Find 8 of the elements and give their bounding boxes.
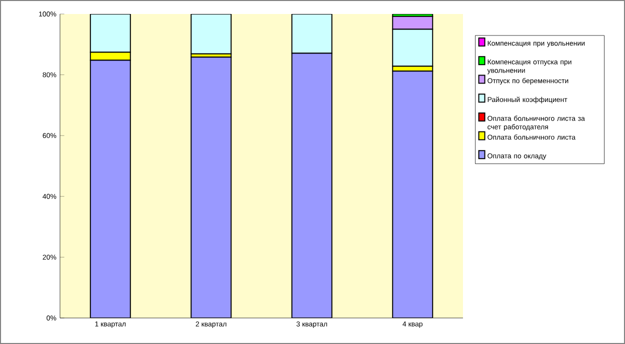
bar: [90, 60, 131, 318]
bar: [291, 14, 332, 54]
bar: [392, 70, 434, 318]
bar: [190, 56, 232, 318]
bar: [190, 14, 232, 54]
bar: [291, 52, 332, 318]
bar: [90, 14, 131, 53]
bar: [392, 28, 434, 67]
